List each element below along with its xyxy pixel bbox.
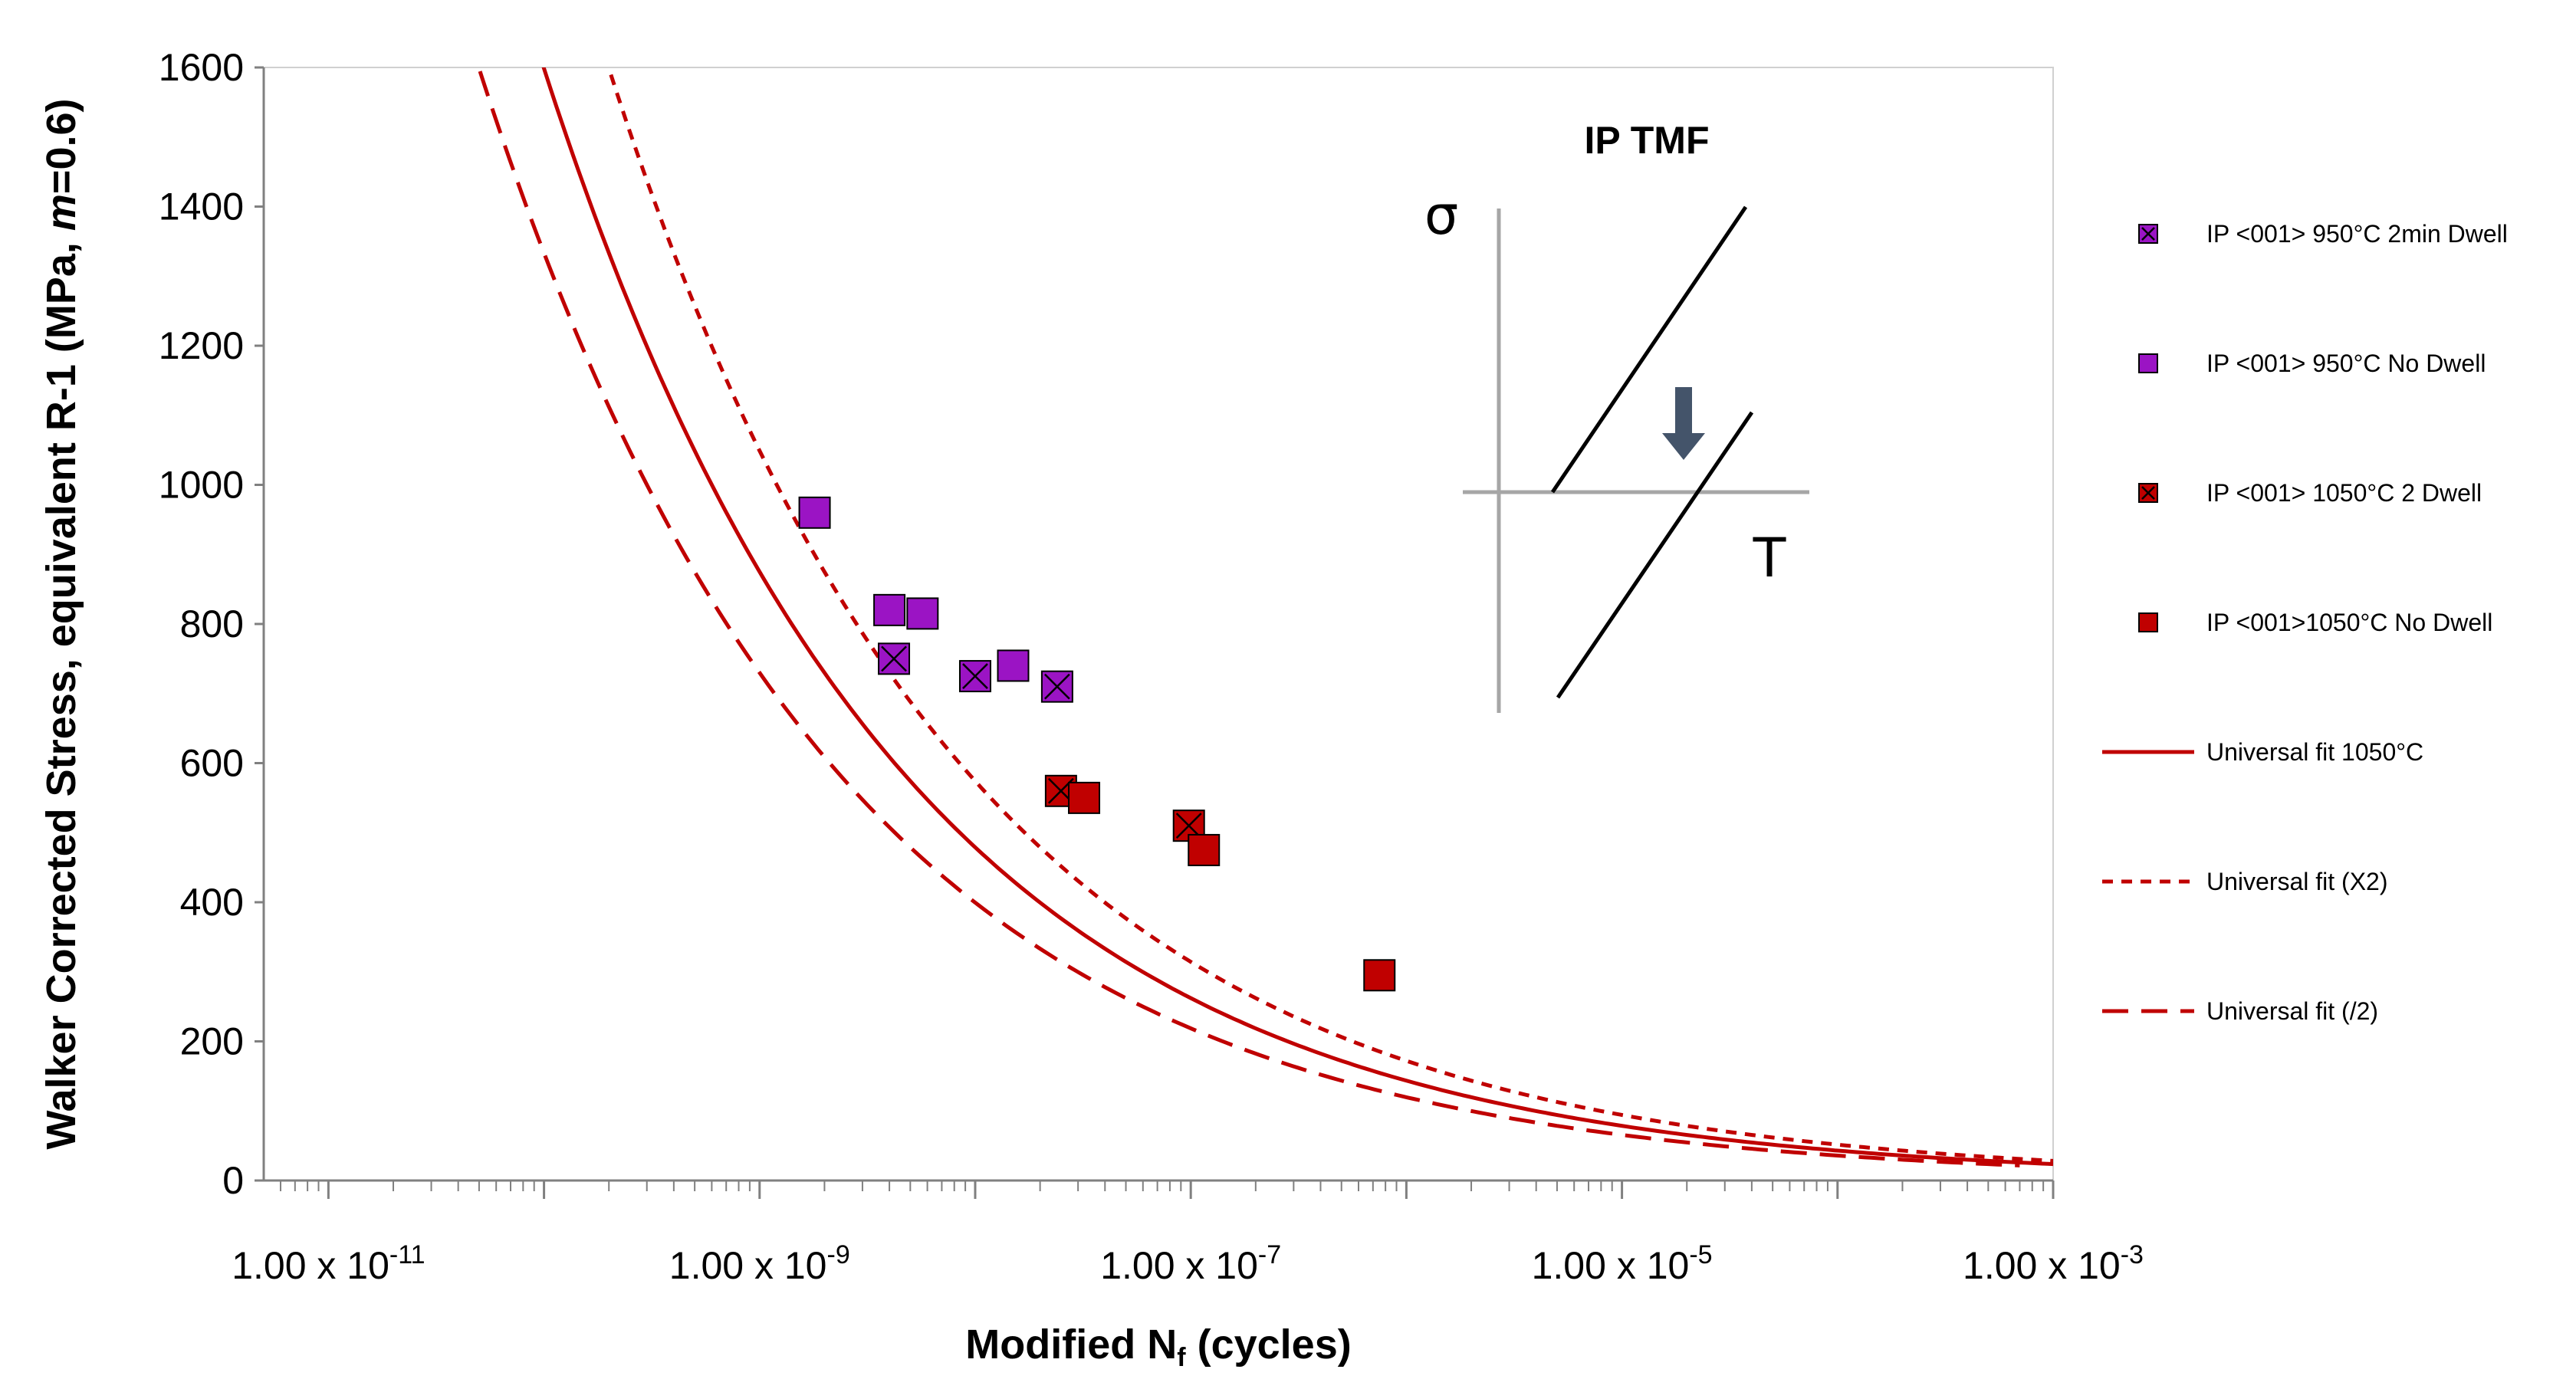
legend-marker xyxy=(2138,224,2158,244)
fit-line-short xyxy=(606,67,2053,1163)
y-tick-label: 400 xyxy=(180,881,244,924)
data-point xyxy=(878,642,911,675)
marker-square xyxy=(1363,959,1396,992)
x-tick-label: 1.00 x 10-7 xyxy=(1100,1240,1281,1287)
data-point xyxy=(1188,833,1221,866)
legend-item: IP <001> 950°C No Dwell xyxy=(2138,350,2486,377)
marker-square xyxy=(1188,833,1221,866)
data-markers xyxy=(798,496,1396,992)
y-tick-label: 0 xyxy=(222,1159,244,1202)
inset-sigma-label: σ xyxy=(1424,184,1458,247)
data-point xyxy=(958,660,991,693)
x-tick-label: 1.00 x 10-9 xyxy=(669,1240,850,1287)
marker-square xyxy=(873,593,906,626)
x-tick-label: 1.00 x 10-5 xyxy=(1532,1240,1713,1287)
y-axis-ticks: 0 200 400 600 800 1000 1200 1400 1600 xyxy=(159,46,264,1202)
y-tick-label: 1600 xyxy=(159,46,244,89)
legend-item: Universal fit 1050°C xyxy=(2102,738,2423,766)
marker-cross xyxy=(962,663,988,689)
marker-square xyxy=(997,649,1030,682)
data-point xyxy=(798,496,831,529)
x-tick-label: 1.00 x 10-3 xyxy=(1963,1240,2144,1287)
legend-label: IP <001>1050°C No Dwell xyxy=(2206,609,2492,636)
marker-cross xyxy=(2141,227,2155,241)
inset-upper-loading-line xyxy=(1550,205,1748,494)
legend: IP <001> 950°C 2min Dwell IP <001> 950°C … xyxy=(2102,220,2508,1025)
y-tick-label: 1400 xyxy=(159,186,244,228)
x-axis-ticks xyxy=(279,1180,2055,1199)
fit-curves xyxy=(476,67,2053,1167)
marker-square xyxy=(2138,612,2158,632)
data-point xyxy=(997,649,1030,682)
inset-lower-loading-line xyxy=(1556,411,1754,699)
x-axis-tick-labels: 1.00 x 10-11 1.00 x 10-9 1.00 x 10-7 1.00 x… xyxy=(232,1240,2144,1287)
marker-square xyxy=(2138,353,2158,373)
y-tick-label: 1000 xyxy=(159,464,244,507)
legend-marker xyxy=(2138,483,2158,503)
data-point xyxy=(873,593,906,626)
legend-marker xyxy=(2138,612,2158,632)
data-point xyxy=(1040,670,1073,703)
y-tick-label: 1200 xyxy=(159,324,244,367)
legend-label: Universal fit (/2) xyxy=(2206,997,2378,1025)
legend-item: Universal fit (/2) xyxy=(2102,997,2378,1025)
fit-line-solid xyxy=(541,67,2053,1167)
data-point xyxy=(906,597,939,630)
legend-label: Universal fit (X2) xyxy=(2206,868,2388,895)
y-tick-label: 200 xyxy=(180,1020,244,1063)
data-point xyxy=(1068,781,1101,814)
inset-title: IP TMF xyxy=(1585,119,1710,162)
legend-label: IP <001> 950°C No Dwell xyxy=(2206,350,2486,377)
legend-label: IP <001> 1050°C 2 Dwell xyxy=(2206,479,2482,507)
inset-schematic: IP TMF σ T xyxy=(1424,119,1809,713)
marker-cross xyxy=(881,645,907,672)
x-axis-title: Modified Nf (cycles) xyxy=(965,1322,1351,1372)
marker-square xyxy=(798,496,831,529)
y-tick-label: 800 xyxy=(180,603,244,645)
data-point xyxy=(1363,959,1396,992)
marker-cross xyxy=(1044,673,1070,700)
x-tick-label: 1.00 x 10-11 xyxy=(232,1240,425,1287)
y-axis-title: Walker Corrected Stress, equivalent R-1 … xyxy=(38,99,84,1150)
marker-square xyxy=(906,597,939,630)
marker-cross xyxy=(2141,486,2155,500)
legend-item: IP <001>1050°C No Dwell xyxy=(2138,609,2492,636)
legend-item: IP <001> 1050°C 2 Dwell xyxy=(2138,479,2482,507)
marker-square xyxy=(1068,781,1101,814)
legend-item: Universal fit (X2) xyxy=(2102,868,2388,895)
legend-marker xyxy=(2138,353,2158,373)
y-tick-label: 600 xyxy=(180,742,244,785)
legend-label: Universal fit 1050°C xyxy=(2206,738,2423,766)
fit-line-long xyxy=(476,67,2020,1167)
marker-cross xyxy=(1175,813,1202,839)
legend-label: IP <001> 950°C 2min Dwell xyxy=(2206,220,2508,248)
legend-item: IP <001> 950°C 2min Dwell xyxy=(2138,220,2508,248)
inset-temperature-label: T xyxy=(1753,527,1786,589)
inset-down-arrow-icon xyxy=(1662,387,1705,460)
